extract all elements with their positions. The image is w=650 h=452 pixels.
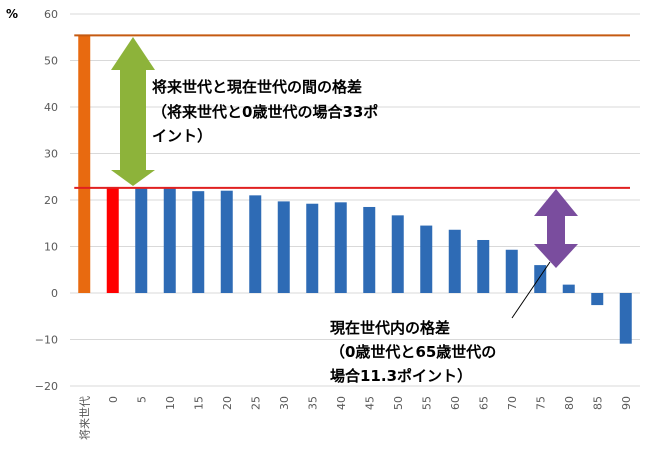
y-tick-label: 10 [44, 241, 58, 254]
bar-60 [448, 229, 461, 293]
y-tick-label: 50 [44, 55, 58, 68]
bar-30 [277, 201, 290, 293]
annotation-future-gap: 将来世代と現在世代の間の格差 （将来世代と0歳世代の場合33ポ イント） [152, 78, 384, 145]
bar-80 [562, 284, 575, 293]
x-tick-label: 60 [449, 396, 462, 410]
annotation-future-gap-line3: イント） [152, 127, 212, 145]
green-arrowhead-down [111, 170, 155, 186]
bar-65 [477, 239, 490, 293]
bar-35 [306, 203, 319, 293]
bar-20 [220, 190, 233, 293]
annotation-current-gap-line2: （0歳世代と65歳世代の [330, 343, 496, 361]
annotation-current-gap-line1: 現在世代内の格差 [330, 319, 450, 337]
x-axis-ticks: 将来世代 0 5 10 15 20 25 30 35 40 45 50 55 60 65 70 75 80 85 90 [78, 396, 633, 440]
x-tick-label: 40 [335, 396, 348, 410]
unit-label: % [6, 7, 18, 21]
green-double-arrow [111, 37, 155, 186]
y-tick-label: −20 [35, 380, 58, 393]
reference-lines [74, 34, 630, 189]
x-tick-label: 55 [420, 396, 433, 410]
annotation-leader-line [511, 261, 551, 319]
x-tick-label: 65 [477, 396, 490, 410]
x-tick-label: 90 [620, 396, 633, 410]
x-tick-label: 35 [306, 396, 319, 410]
bar-5 [135, 187, 148, 293]
annotation-future-gap-line1: 将来世代と現在世代の間の格差 [152, 78, 362, 96]
purple-arrowhead-down [534, 244, 578, 268]
bar-25 [249, 195, 262, 293]
annotation-future-gap-line2: （将来世代と0歳世代の場合33ポ [152, 103, 378, 121]
annotation-current-gap-line3: 場合11.3ポイント） [330, 367, 472, 385]
x-tick-label: 0 [107, 396, 120, 403]
x-tick-label: 50 [392, 396, 405, 410]
y-tick-label: 30 [44, 148, 58, 161]
x-tick-label: 70 [506, 396, 519, 410]
x-tick-label: 85 [591, 396, 604, 410]
y-tick-label: 40 [44, 101, 58, 114]
bar-将来世代 [78, 35, 91, 293]
x-tick-label: 10 [164, 396, 177, 410]
y-tick-label: 60 [44, 8, 58, 21]
bar-15 [192, 191, 205, 293]
purple-arrow-shaft [547, 214, 565, 246]
bar-45 [363, 206, 376, 293]
bar-40 [334, 202, 347, 293]
x-tick-label: 45 [363, 396, 376, 410]
bars [78, 35, 632, 344]
x-tick-label: 将来世代 [78, 396, 91, 440]
annotation-current-gap: 現在世代内の格差 （0歳世代と65歳世代の 場合11.3ポイント） [330, 319, 502, 385]
bar-70 [505, 249, 518, 293]
x-tick-label: 80 [563, 396, 576, 410]
x-tick-label: 5 [135, 396, 148, 403]
y-tick-label: 0 [51, 287, 58, 300]
x-tick-label: 30 [278, 396, 291, 410]
x-tick-label: 15 [192, 396, 205, 410]
bar-55 [420, 225, 433, 293]
bar-50 [391, 215, 404, 293]
bar-75 [534, 265, 547, 293]
y-tick-label: −10 [35, 334, 58, 347]
bar-10 [163, 187, 176, 293]
green-arrowhead-up [111, 37, 155, 70]
green-arrow-shaft [120, 68, 146, 172]
x-tick-label: 20 [221, 396, 234, 410]
bar-90 [619, 293, 632, 344]
purple-arrowhead-up [534, 189, 578, 216]
x-tick-label: 25 [249, 396, 262, 410]
y-axis-ticks: −20 −10 0 10 20 30 40 50 60 [35, 8, 58, 393]
purple-double-arrow [534, 189, 578, 268]
bar-0 [106, 186, 119, 293]
x-tick-label: 75 [534, 396, 547, 410]
y-tick-label: 20 [44, 194, 58, 207]
bar-85 [591, 293, 604, 306]
